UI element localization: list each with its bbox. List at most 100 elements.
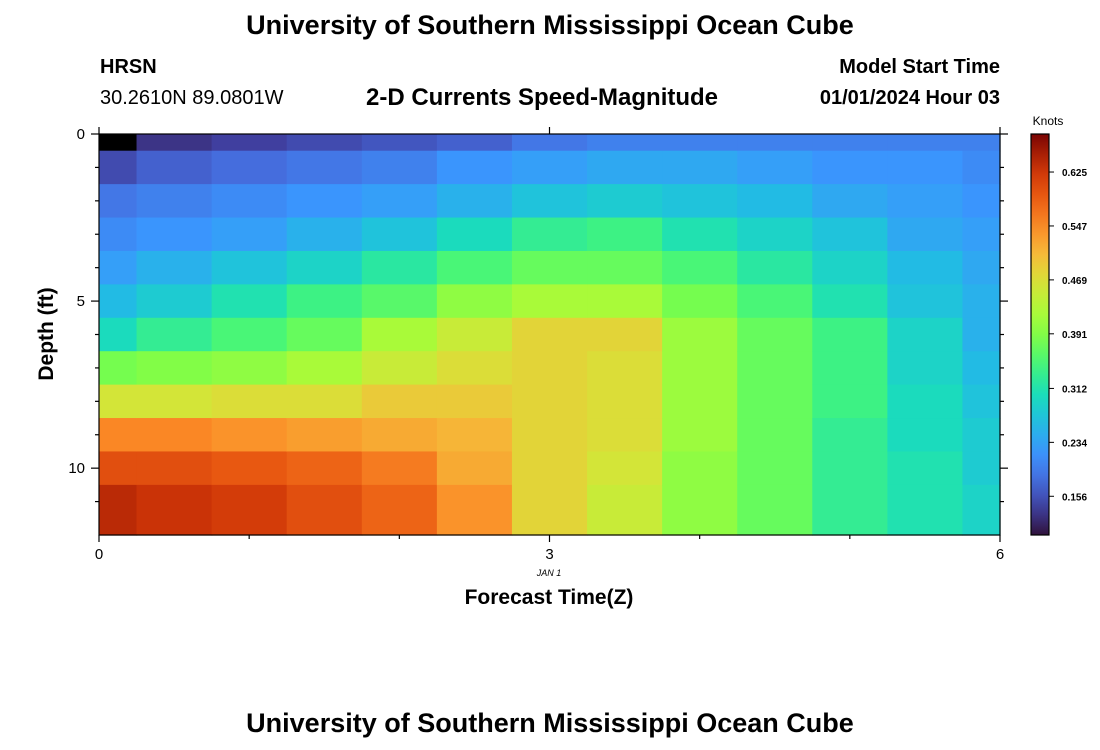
heatmap-cell [99,384,138,419]
heatmap-cell [211,451,288,486]
heatmap-cell [511,250,588,285]
heatmap-cell [662,384,738,419]
heatmap-cell [99,317,138,352]
x-tick-label: 3 [545,546,553,563]
heatmap-cell [812,418,888,453]
heatmap-cell [136,217,213,252]
footer-title: University of Southern Mississippi Ocean… [246,708,854,738]
heatmap-cell [361,217,438,252]
heatmap-cell [99,284,138,319]
heatmap-cell [662,351,738,386]
heatmap-cell [887,134,964,152]
heatmap-cell [361,317,438,352]
heatmap-cell [587,184,663,219]
heatmap-cell [99,184,138,219]
heatmap-cell [737,418,813,453]
colorbar [1030,133,1050,536]
heatmap-cell [812,284,888,319]
colorbar-ticks: 0.156 0.234 0.312 0.391 0.469 0.547 0.625 [1049,168,1087,503]
colorbar-tick-label: 0.312 [1062,384,1087,395]
heatmap-cell [962,284,1001,319]
heatmap-cell [662,284,738,319]
heatmap-cell [211,250,288,285]
heatmap-cell [361,150,438,185]
heatmap-cell [511,418,588,453]
heatmap-cell [887,317,964,352]
colorbar-tick-label: 0.547 [1062,222,1087,233]
heatmap-cell [587,384,663,419]
heatmap-cell [587,418,663,453]
heatmap-cell [136,418,213,453]
heatmap-cell [962,351,1001,386]
y-tick-label: 5 [77,293,85,310]
heatmap-cell [812,317,888,352]
heatmap-cell [962,150,1001,185]
heatmap-cell [361,484,438,536]
heatmap-cell [436,134,513,152]
colorbar-unit: Knots [1033,114,1064,128]
heatmap-cell [436,418,513,453]
heatmap-cell [436,250,513,285]
heatmap-cell [812,134,888,152]
heatmap-cell [286,217,363,252]
heatmap-cell [211,150,288,185]
heatmap-cell [361,451,438,486]
heatmap-cell [211,284,288,319]
heatmap-cell [286,451,363,486]
heatmap-cell [887,217,964,252]
heatmap-cell [962,134,1001,152]
model-start-time: 01/01/2024 Hour 03 [819,87,1000,109]
heatmap-cell [511,284,588,319]
heatmap-cell [737,451,813,486]
heatmap-cell [737,284,813,319]
heatmap-cell [662,317,738,352]
heatmap-cell [361,351,438,386]
heatmap-cell [662,150,738,185]
heatmap-cell [361,284,438,319]
x-axis-sublabel: JAN 1 [536,568,562,578]
heatmap-cell [812,184,888,219]
heatmap-cell [436,351,513,386]
heatmap-cell [962,384,1001,419]
heatmap-cell [587,217,663,252]
heatmap-cell [737,134,813,152]
x-tick-label: 0 [95,546,103,563]
page-title: University of Southern Mississippi Ocean… [246,10,854,40]
station-coords: 30.2610N 89.0801W [100,87,284,109]
heatmap-cell [812,250,888,285]
x-axis-label: Forecast Time(Z) [465,586,634,609]
heatmap-cell [436,217,513,252]
colorbar-tick-label: 0.469 [1062,276,1087,287]
axes: 0 3 6 0 5 10 [68,126,1008,563]
y-tick-label: 0 [77,126,85,143]
heatmap-cell [511,217,588,252]
heatmap-cell [136,284,213,319]
heatmap-cell [662,250,738,285]
heatmap-cell [812,351,888,386]
heatmap-cell [887,484,964,536]
heatmap-cell [211,134,288,152]
heatmap-cell [136,250,213,285]
heatmap-cell [99,250,138,285]
heatmap-cell [662,134,738,152]
heatmap-cells [99,134,1001,536]
heatmap-cell [436,317,513,352]
heatmap-cell [436,150,513,185]
heatmap-cell [361,418,438,453]
heatmap-cell [962,317,1001,352]
heatmap-cell [587,284,663,319]
heatmap-cell [662,451,738,486]
y-axis-label: Depth (ft) [35,287,58,380]
heatmap-cell [286,418,363,453]
heatmap-cell [812,384,888,419]
heatmap-cell [511,150,588,185]
heatmap-cell [211,217,288,252]
heatmap-cell [887,451,964,486]
heatmap-cell [286,317,363,352]
heatmap-cell [587,250,663,285]
heatmap-cell [286,150,363,185]
heatmap-cell [211,418,288,453]
heatmap-cell [887,418,964,453]
heatmap-cell [211,484,288,536]
heatmap-cell [211,351,288,386]
